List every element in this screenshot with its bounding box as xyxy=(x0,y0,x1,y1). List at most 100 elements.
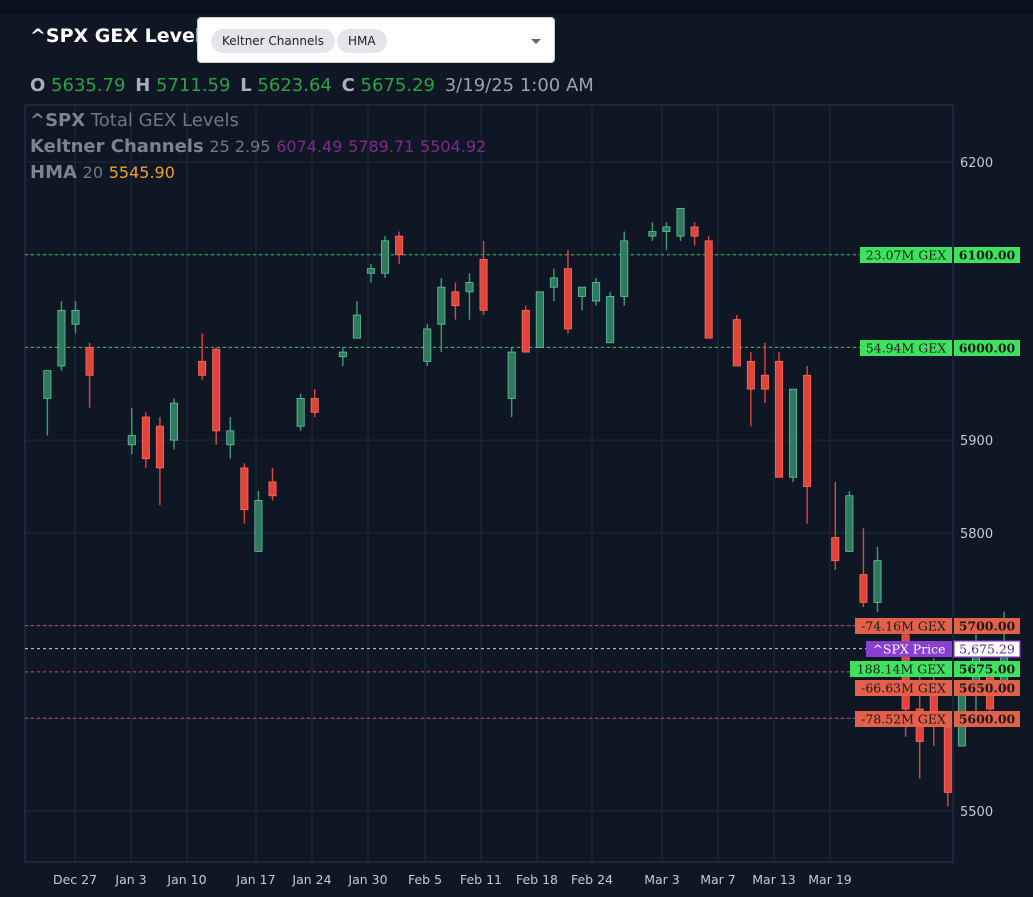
gex-label: -78.52M GEX xyxy=(861,712,946,727)
gex-price-label: 6100.00 xyxy=(959,248,1016,263)
gex-price-label-bg xyxy=(954,661,1020,677)
low-label: L xyxy=(240,75,252,96)
candle-body xyxy=(198,360,207,376)
x-tick-label: Mar 13 xyxy=(752,872,795,887)
candle-body xyxy=(760,374,769,390)
gex-price-label-bg xyxy=(954,618,1020,634)
legend-keltner-name: Keltner Channels xyxy=(30,136,204,157)
candle-body xyxy=(606,296,615,344)
legend-keltner-params: 25 2.95 xyxy=(209,137,271,156)
candle-body xyxy=(676,207,685,237)
current-price-tag: ^SPX Price xyxy=(872,642,945,657)
candle-body xyxy=(395,235,404,256)
x-tick-label: Feb 5 xyxy=(408,872,442,887)
candle-body xyxy=(366,268,375,274)
gex-price-label-bg xyxy=(954,711,1020,727)
open-label: O xyxy=(30,75,46,96)
open-value: 5635.79 xyxy=(51,75,126,96)
candle-body xyxy=(451,291,460,307)
candle-body xyxy=(465,282,474,293)
gex-label: 188.14M GEX xyxy=(857,662,946,677)
chevron-down-icon[interactable] xyxy=(531,39,541,44)
gex-label-bg xyxy=(850,661,952,677)
candle-body xyxy=(620,240,629,297)
y-tick-label: 6200 xyxy=(960,156,993,171)
legend-hma-value: 5545.90 xyxy=(108,163,175,182)
candle-body xyxy=(690,226,699,237)
candle-body xyxy=(268,481,277,497)
indicator-chip-hma[interactable]: HMA xyxy=(337,29,387,53)
candle-body xyxy=(254,500,263,552)
x-tick-label: Mar 19 xyxy=(808,872,852,887)
candle-body xyxy=(226,430,235,446)
gex-price-label: 5600.00 xyxy=(959,712,1016,727)
legend-keltner-lower: 5504.92 xyxy=(420,137,487,156)
candle-body xyxy=(521,309,530,353)
gex-label-bg xyxy=(860,247,952,263)
legend-hma-name: HMA xyxy=(30,162,77,183)
x-tick-label: Feb 18 xyxy=(516,872,558,887)
x-tick-label: Jan 10 xyxy=(166,872,206,887)
y-tick-label: 5900 xyxy=(960,434,993,449)
x-tick-label: Mar 3 xyxy=(644,872,680,887)
plot-frame xyxy=(24,104,954,863)
ohlc-datetime: 3/19/25 1:00 AM xyxy=(444,75,594,96)
candle-body xyxy=(662,226,671,232)
candle-body xyxy=(437,286,446,325)
chart-legend: ^SPX Total GEX Levels Keltner Channels 2… xyxy=(30,108,486,186)
x-tick-label: Feb 24 xyxy=(571,872,613,887)
gex-label: 23.07M GEX xyxy=(866,248,947,263)
candle-body xyxy=(43,370,52,399)
high-value: 5711.59 xyxy=(156,75,231,96)
y-tick-label: 5800 xyxy=(960,527,993,542)
gex-label: 54.94M GEX xyxy=(866,341,947,356)
legend-keltner-mid: 5789.71 xyxy=(348,137,415,156)
legend-series-desc: Total GEX Levels xyxy=(90,110,239,131)
candle-body xyxy=(563,268,572,330)
gex-price-label: 6000.00 xyxy=(959,341,1016,356)
candle-body xyxy=(578,286,587,297)
page-title: ^SPX GEX Levels xyxy=(30,25,213,47)
legend-keltner: Keltner Channels 25 2.95 6074.49 5789.71… xyxy=(30,134,486,160)
current-price-value-bg xyxy=(953,640,1021,658)
candle-body xyxy=(352,314,361,339)
gex-price-label: 5675.00 xyxy=(959,662,1016,677)
candle-body xyxy=(338,351,347,358)
candle-body xyxy=(859,574,868,603)
legend-series: ^SPX Total GEX Levels xyxy=(30,108,486,134)
candle-body xyxy=(57,309,66,367)
candle-body xyxy=(704,240,713,339)
gex-price-label-bg xyxy=(954,340,1020,356)
close-label: C xyxy=(341,75,355,96)
gex-price-label: 5700.00 xyxy=(959,619,1016,634)
x-tick-label: Jan 30 xyxy=(347,872,387,887)
legend-keltner-upper: 6074.49 xyxy=(276,137,343,156)
high-label: H xyxy=(135,75,151,96)
x-tick-label: Jan 24 xyxy=(291,872,331,887)
candle-body xyxy=(85,347,94,376)
x-tick-label: Jan 17 xyxy=(235,872,275,887)
legend-hma: HMA 20 5545.90 xyxy=(30,160,486,186)
gex-label: -74.16M GEX xyxy=(861,619,946,634)
candle-body xyxy=(592,282,601,302)
gex-price-label-bg xyxy=(954,680,1020,696)
legend-series-name: ^SPX xyxy=(30,110,86,131)
legend-hma-param: 20 xyxy=(82,163,104,182)
indicator-select[interactable]: Keltner Channels HMA xyxy=(197,17,555,63)
candle-body xyxy=(169,402,178,441)
x-tick-label: Dec 27 xyxy=(53,872,97,887)
gex-label-bg xyxy=(855,711,952,727)
candle-body xyxy=(141,416,150,460)
candle-body xyxy=(845,495,854,552)
candle-body xyxy=(479,258,488,311)
candle-body xyxy=(648,231,657,237)
candle-body xyxy=(943,727,952,793)
current-price-tag-bg xyxy=(866,641,952,657)
candle-body xyxy=(127,435,136,446)
gex-label: -66.63M GEX xyxy=(861,681,946,696)
close-value: 5675.29 xyxy=(360,75,435,96)
low-value: 5623.64 xyxy=(257,75,332,96)
indicator-chip-keltner[interactable]: Keltner Channels xyxy=(211,29,335,53)
current-price-value: 5,675.29 xyxy=(959,642,1015,657)
